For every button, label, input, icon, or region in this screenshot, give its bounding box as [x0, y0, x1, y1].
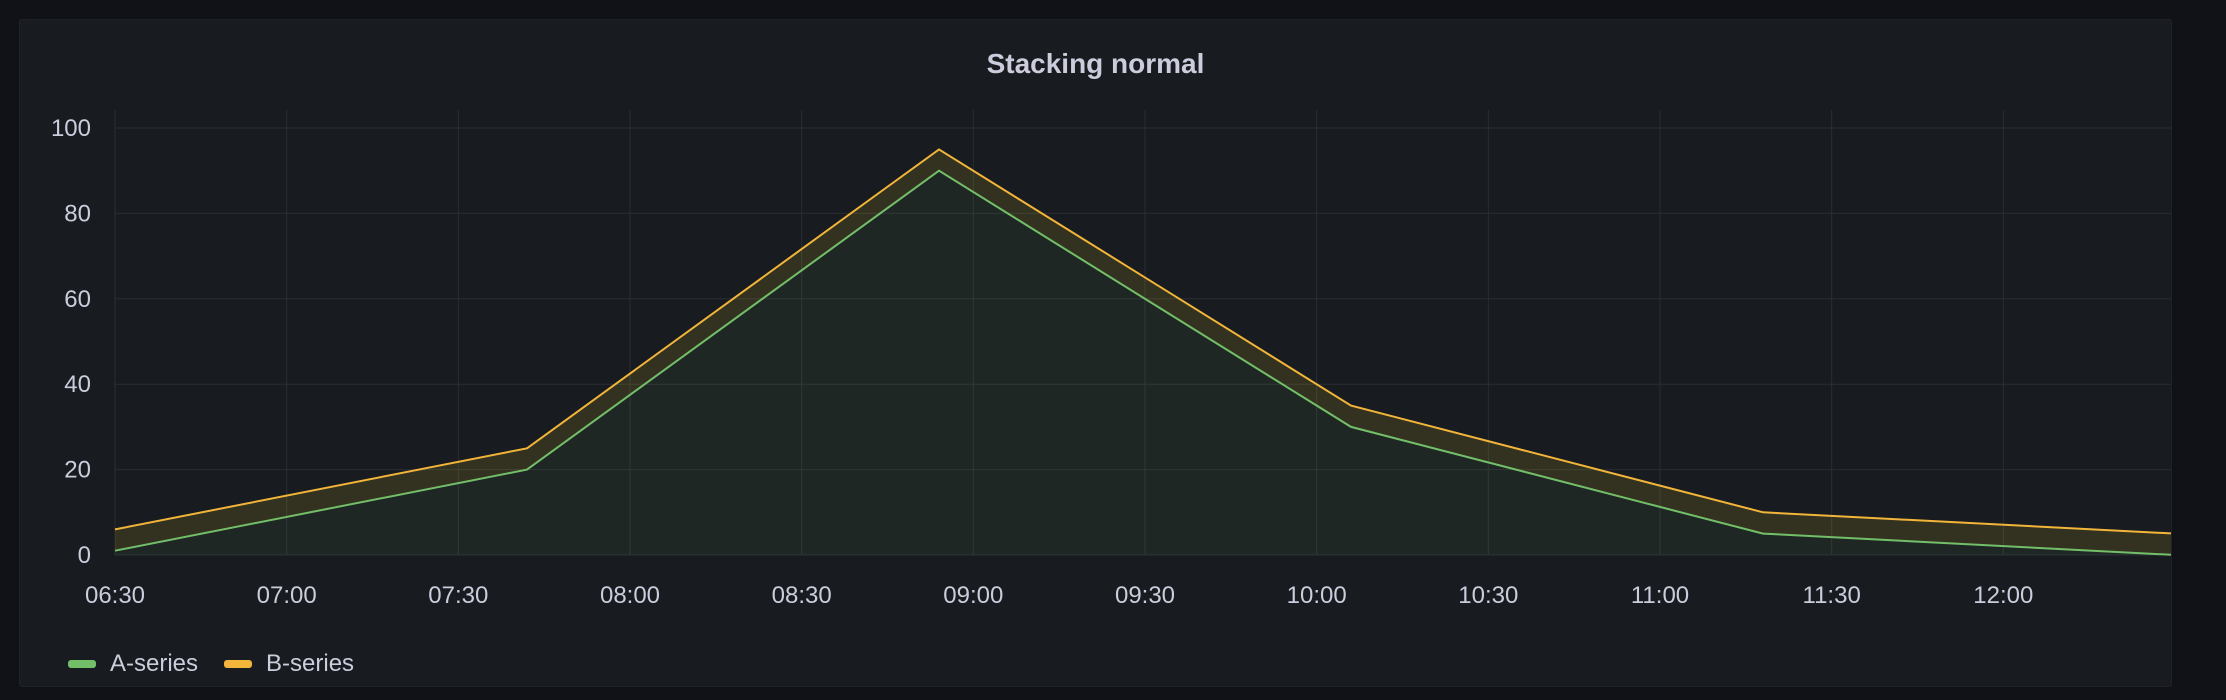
x-tick-label: 09:00	[943, 582, 1003, 609]
series-area-a-series	[115, 170, 2171, 555]
y-tick-label: 20	[64, 457, 91, 484]
y-tick-label: 0	[78, 542, 91, 569]
legend-swatch	[224, 660, 253, 668]
x-tick-label: 11:30	[1803, 582, 1861, 609]
x-tick-label: 12:00	[1973, 582, 2033, 609]
x-tick-label: 11:00	[1631, 582, 1689, 609]
x-tick-label: 08:00	[600, 582, 660, 609]
x-tick-label: 06:30	[85, 582, 145, 609]
legend-item-b-series[interactable]: B-series	[224, 650, 354, 678]
x-tick-label: 10:30	[1458, 582, 1518, 609]
y-tick-label: 60	[64, 286, 91, 313]
series-line-b-series	[114, 148, 2171, 535]
legend-label: A-series	[110, 650, 199, 677]
y-tick-label: 80	[64, 200, 91, 227]
x-tick-label: 10:00	[1287, 582, 1347, 609]
legend-swatch	[68, 660, 96, 668]
x-tick-label: 08:30	[772, 582, 832, 609]
chart-panel: Stacking normal 0 20 40 60 80 100 06:30 07:00 07…	[19, 19, 2172, 687]
series-line-a-series	[114, 169, 2171, 556]
timeseries-chart[interactable]: 0 20 40 60 80 100 06:30 07:00 07:30 08:00 08:30 09:…	[20, 20, 2171, 640]
x-tick-label: 07:30	[428, 582, 488, 609]
legend: A-series B-series	[68, 650, 354, 678]
x-tick-label: 09:30	[1115, 582, 1175, 609]
legend-label: B-series	[266, 650, 355, 677]
panel-title: Stacking normal	[986, 48, 1205, 79]
y-tick-label: 40	[64, 371, 91, 398]
legend-item-a-series[interactable]: A-series	[68, 650, 198, 678]
y-tick-label: 100	[51, 115, 91, 142]
x-tick-label: 07:00	[257, 582, 317, 609]
